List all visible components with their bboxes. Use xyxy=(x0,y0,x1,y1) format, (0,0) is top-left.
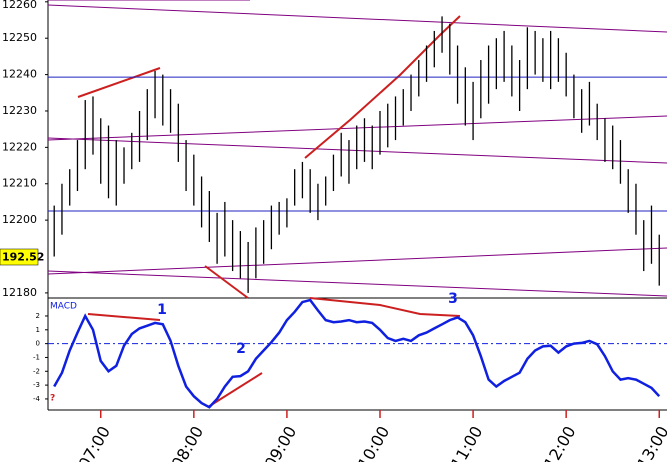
trend-lines xyxy=(47,0,667,297)
trend-line xyxy=(47,270,667,297)
y-tick-label: 1 xyxy=(36,326,40,334)
y-tick-label: 12180 xyxy=(2,286,37,299)
y-tick-label: 12210 xyxy=(2,177,37,190)
annotation-lines xyxy=(77,15,461,408)
panel-title: MACD xyxy=(50,302,77,312)
y-tick-label: -2 xyxy=(33,367,40,375)
current-price-label: 192.52 xyxy=(2,251,44,264)
y-tick-label: 12260 xyxy=(2,0,37,11)
y-tick-label: -1 xyxy=(33,353,40,361)
annotation-line xyxy=(207,372,263,408)
annotation: 1 xyxy=(157,302,167,318)
annotation-line xyxy=(204,265,249,299)
annotation-line xyxy=(87,313,161,321)
y-tick-label: 12200 xyxy=(2,213,37,226)
y-tick-label: 12240 xyxy=(2,68,37,81)
annotation: 2 xyxy=(236,341,246,357)
marker-label: ? xyxy=(50,394,55,404)
trend-line xyxy=(47,137,667,164)
trend-line xyxy=(47,247,667,275)
y-tick-label: -4 xyxy=(33,395,41,403)
trend-line xyxy=(47,4,667,33)
annotation-line xyxy=(77,67,161,98)
y-tick-label: -3 xyxy=(33,381,40,389)
trend-line xyxy=(47,115,667,141)
y-tick-label: 12220 xyxy=(2,140,37,153)
annotation-line xyxy=(309,297,461,317)
macd-line xyxy=(53,298,661,409)
annotation-line xyxy=(304,15,461,159)
y-tick-label: 12250 xyxy=(2,31,37,44)
y-tick-label: 12230 xyxy=(2,104,37,117)
y-tick-label: 0 xyxy=(36,340,40,348)
y-tick-label: 2 xyxy=(36,312,40,320)
annotation: 3 xyxy=(448,291,458,307)
current-price-box xyxy=(0,248,39,266)
